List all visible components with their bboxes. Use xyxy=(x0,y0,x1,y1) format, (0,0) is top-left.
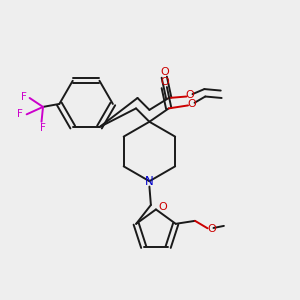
Text: F: F xyxy=(21,92,27,101)
Text: O: O xyxy=(185,90,194,100)
Text: O: O xyxy=(187,99,196,109)
Text: F: F xyxy=(16,109,22,119)
Text: O: O xyxy=(158,202,167,212)
Text: O: O xyxy=(160,67,169,77)
Text: O: O xyxy=(160,77,169,87)
Text: N: N xyxy=(145,175,154,188)
Text: F: F xyxy=(40,123,46,133)
Text: O: O xyxy=(208,224,216,234)
